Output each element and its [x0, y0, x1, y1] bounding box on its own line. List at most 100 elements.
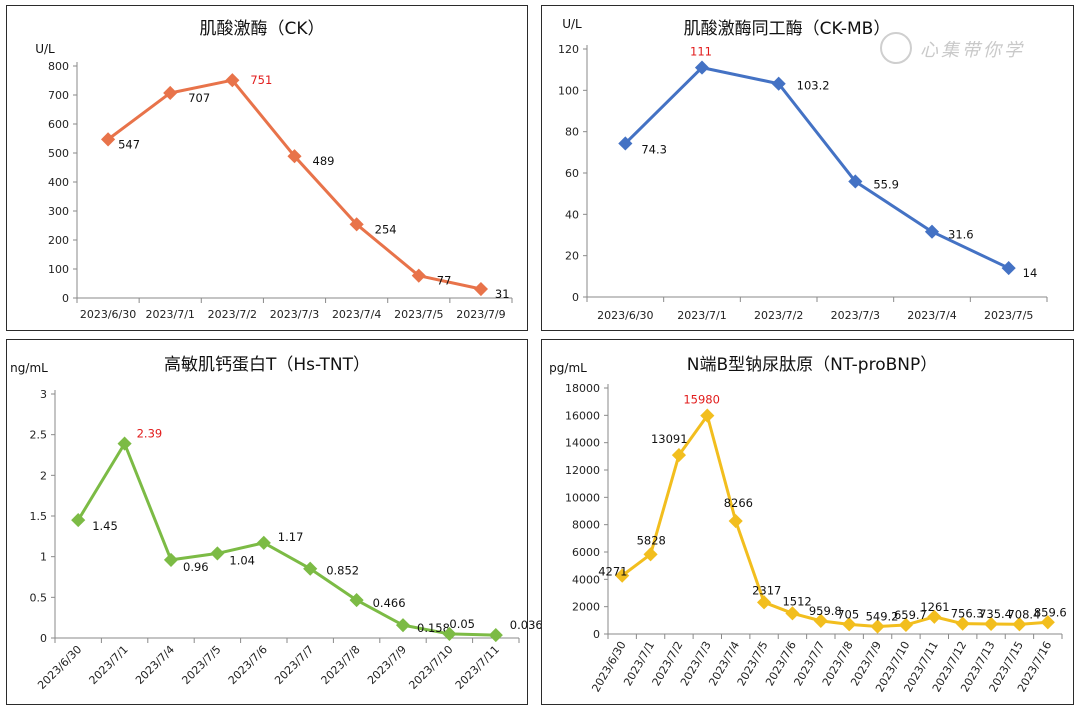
data-label: 707	[188, 91, 210, 105]
data-label: 5828	[637, 533, 666, 547]
data-point-marker	[349, 217, 364, 232]
x-tick-label: 2023/7/5	[179, 643, 223, 687]
data-label: 708.4	[1007, 607, 1040, 621]
data-label: 659.7	[894, 608, 927, 622]
ck-chart: 肌酸激酶（CK） U/L 0 100 200 300 400 500 600 700 800 2023…	[35, 19, 513, 321]
series-line	[76, 442, 496, 637]
data-label: 959.8	[809, 604, 842, 618]
y-tick-label: 120	[558, 43, 579, 56]
data-point-marker	[700, 408, 715, 423]
data-point-marker	[924, 224, 940, 239]
series-line	[107, 78, 482, 291]
y-tick-label: 40	[565, 208, 579, 221]
ck-chart-panel: 肌酸激酶（CK） U/L 0 100 200 300 400 500 600 700 800 2023…	[6, 5, 528, 331]
data-point-marker	[163, 552, 179, 567]
x-tick-label: 2023/6/30	[589, 639, 628, 694]
data-label: 1.04	[229, 553, 255, 567]
series-line	[621, 414, 1048, 628]
hstnt-chart: 高敏肌钙蛋白T（Hs-TNT） ng/mL 0 0.5 1 1.5 2 2.5 3 2023/6/…	[10, 355, 543, 692]
data-point-marker	[256, 535, 271, 550]
x-tick-label: 2023/7/4	[133, 643, 177, 687]
chart-title: 肌酸激酶同工酶（CK-MB）	[684, 19, 891, 39]
watermark-seal-icon	[880, 32, 912, 64]
data-label: 31	[495, 287, 510, 301]
y-tick-label: 4000	[572, 573, 600, 586]
x-tick-label: 2023/7/5	[394, 308, 443, 321]
data-point-marker	[643, 547, 658, 562]
y-tick-label: 100	[558, 84, 579, 97]
data-point-marker	[210, 546, 225, 561]
data-label: 489	[313, 154, 335, 168]
data-point-marker	[395, 618, 411, 633]
data-point-marker	[303, 561, 318, 576]
y-tick-label: 2.5	[30, 429, 48, 442]
chart-title: 肌酸激酶（CK）	[199, 19, 324, 39]
data-point-marker	[442, 626, 457, 642]
x-tick-label: 2023/7/3	[831, 309, 880, 322]
y-tick-label: 2	[40, 469, 47, 482]
data-point-marker	[927, 609, 942, 624]
data-label: 14	[1023, 266, 1038, 280]
x-tick-label: 2023/7/8	[319, 643, 363, 687]
data-label: 55.9	[873, 177, 899, 191]
data-label: 549.2	[866, 609, 899, 623]
y-tick-label: 400	[48, 176, 69, 189]
y-axis-unit: U/L	[562, 17, 582, 31]
y-tick-label: 3	[40, 388, 47, 401]
data-point-marker	[349, 593, 364, 608]
data-point-marker	[842, 617, 857, 632]
x-tick-label: 2023/7/11	[453, 643, 502, 692]
data-point-marker	[1001, 260, 1016, 276]
y-tick-label: 8000	[572, 519, 600, 532]
y-tick-label: 16000	[565, 409, 600, 422]
y-tick-label: 300	[48, 205, 69, 218]
x-tick-label: 2023/7/9	[456, 308, 505, 321]
x-tick-label: 2023/7/6	[226, 643, 270, 687]
data-label: 1261	[920, 600, 949, 614]
x-tick-label: 2023/7/2	[754, 309, 803, 322]
data-point-marker	[1012, 617, 1027, 632]
x-tick-label: 2023/6/30	[35, 643, 84, 692]
data-label: 756.3	[951, 607, 984, 621]
x-tick-label: 2023/7/7	[272, 643, 316, 687]
data-point-marker	[756, 595, 772, 610]
data-label: 0.158	[417, 621, 450, 635]
data-point-marker	[488, 628, 503, 643]
y-tick-label: 1	[40, 551, 47, 564]
data-label: 0.036	[510, 618, 543, 632]
data-label: 77	[437, 274, 452, 288]
data-label: 735.4	[979, 607, 1012, 621]
x-tick-label: 2023/7/4	[332, 308, 381, 321]
y-tick-label: 0.5	[30, 591, 48, 604]
data-label: 1512	[782, 594, 811, 608]
data-label: 103.2	[797, 79, 830, 93]
y-tick-label: 200	[48, 234, 69, 247]
data-label: 254	[375, 222, 397, 236]
data-label: 0.852	[326, 564, 359, 578]
data-point-marker	[71, 512, 86, 528]
y-tick-label: 600	[48, 118, 69, 131]
y-tick-label: 0	[40, 632, 47, 645]
y-tick-label: 80	[565, 126, 579, 139]
data-label: 0.96	[183, 560, 209, 574]
data-label: 13091	[651, 432, 688, 446]
series-line	[624, 66, 1010, 270]
y-axis-unit: ng/mL	[10, 361, 48, 375]
y-tick-label: 0	[572, 291, 579, 304]
y-tick-label: 20	[565, 250, 579, 263]
x-tick-label: 2023/7/2	[208, 308, 257, 321]
data-point-marker	[1040, 615, 1055, 630]
data-point-marker	[898, 617, 914, 633]
y-tick-label: 60	[565, 167, 579, 180]
y-tick-label: 700	[48, 89, 69, 102]
data-point-marker	[785, 606, 800, 621]
watermark: 心集带你学	[880, 30, 1060, 70]
y-tick-label: 1.5	[30, 510, 48, 523]
data-label: 705	[837, 607, 859, 621]
data-point-marker	[473, 281, 488, 297]
data-label: 859.6	[1034, 605, 1067, 619]
data-point-marker	[983, 616, 999, 632]
hstnt-chart-panel: 高敏肌钙蛋白T（Hs-TNT） ng/mL 0 0.5 1 1.5 2 2.5 3 2023/6/…	[6, 339, 543, 705]
data-point-marker	[813, 613, 828, 628]
data-label: 111	[690, 45, 712, 59]
